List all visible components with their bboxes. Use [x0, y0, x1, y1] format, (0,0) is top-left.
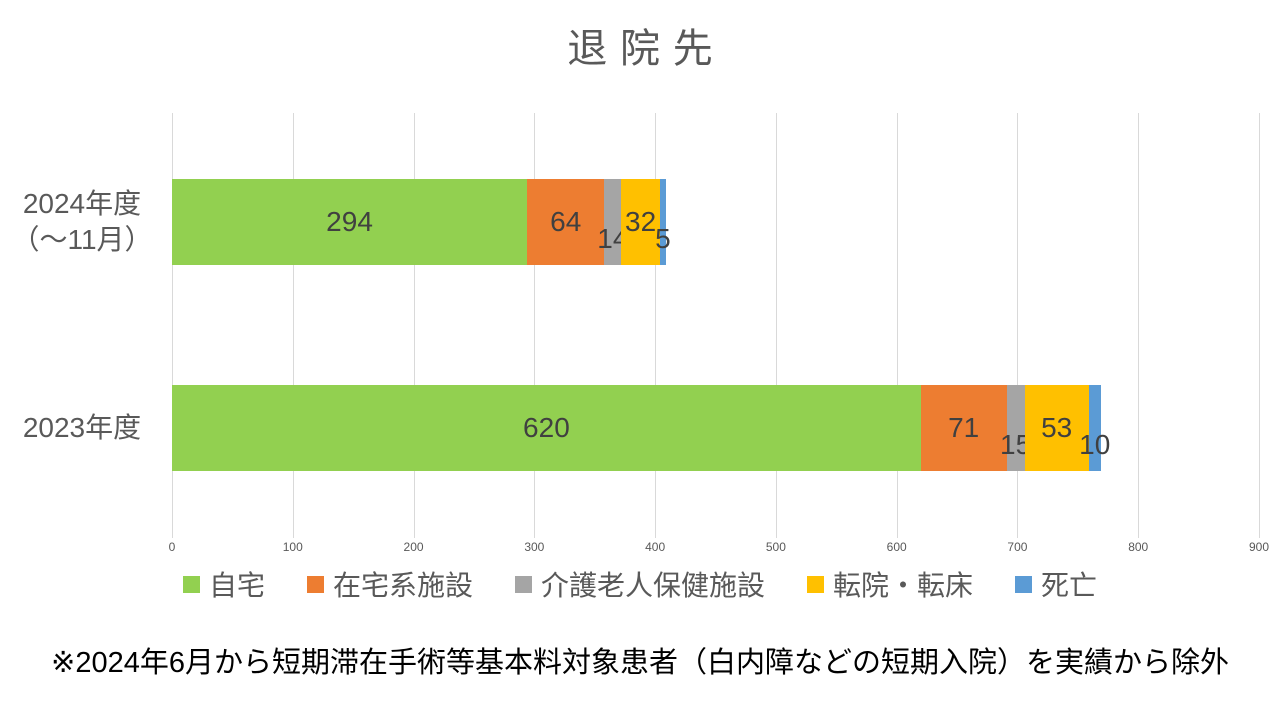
legend-marker-icon	[306, 575, 324, 593]
data-label: 32	[625, 206, 657, 237]
legend-marker-icon	[807, 575, 824, 593]
plot-area: 294 64 14 32 5 620 71 15 53 10	[172, 113, 1260, 530]
gridline-500	[775, 113, 777, 530]
tick-mark	[1259, 530, 1260, 538]
tick-label: 0	[168, 540, 176, 554]
bar-segment	[172, 179, 528, 265]
bar-segment	[621, 179, 660, 265]
legend-label: 転院・転床	[833, 570, 974, 601]
legend-label: 死亡	[1041, 570, 1098, 601]
data-label: 5	[655, 223, 671, 254]
tick-label: 400	[645, 540, 666, 554]
gridline-700	[1017, 113, 1019, 530]
category-label: 2023年度	[0, 410, 164, 446]
data-label: 294	[326, 206, 373, 237]
bar-segment	[659, 179, 666, 265]
bar-segment	[1006, 385, 1025, 471]
gridline-0	[172, 113, 173, 530]
legend: 自宅 在宅系施設 介護老人保健施設 転院・転床 死亡	[0, 563, 1280, 605]
legend-item: 自宅	[182, 564, 265, 604]
legend-item: 死亡	[1015, 564, 1097, 604]
gridline-900	[1259, 113, 1260, 530]
bar-segment	[604, 179, 622, 265]
gridline-100	[292, 113, 294, 530]
legend-item: 転院・転床	[807, 564, 973, 604]
tick-mark	[1138, 530, 1140, 538]
tick-label: 100	[282, 540, 303, 554]
tick-mark	[534, 530, 536, 538]
legend-label: 介護老人保健施設	[540, 570, 765, 601]
legend-label: 在宅系施設	[332, 570, 473, 601]
bar-segment	[172, 385, 921, 471]
legend-marker-icon	[182, 575, 200, 593]
tick-mark	[292, 530, 294, 538]
legend-marker-icon	[1015, 575, 1033, 593]
legend-label: 自宅	[208, 570, 265, 601]
tick-label: 700	[1007, 540, 1028, 554]
data-label: 64	[550, 206, 582, 237]
gridline-300	[534, 113, 536, 530]
tick-mark	[172, 530, 173, 538]
bar-row-2024: 294 64 14 32 5	[172, 179, 1259, 265]
data-label: 71	[948, 412, 980, 443]
gridline-800	[1138, 113, 1140, 530]
data-label: 620	[523, 412, 570, 443]
gridline-200	[413, 113, 415, 530]
bar-segment	[920, 385, 1007, 471]
bar-segment	[1024, 385, 1089, 471]
value-axis: 0 100 200 300 400 500 600 700 800 900	[168, 530, 1269, 560]
category-label-line: 2024年度	[22, 188, 142, 219]
gridline-600	[896, 113, 898, 530]
data-label: 53	[1041, 412, 1073, 443]
category-label-line: 2023年度	[22, 412, 142, 443]
category-label-line: （～11月）	[11, 223, 153, 255]
tick-label: 600	[886, 540, 907, 554]
tick-mark	[1017, 530, 1019, 538]
tick-label: 900	[1248, 540, 1270, 554]
data-label: 10	[1079, 429, 1111, 460]
tick-mark	[775, 530, 777, 538]
legend-item: 介護老人保健施設	[514, 564, 765, 604]
footnote: ※2024年6月から短期滞在手術等基本料対象患者（白内障などの短期入院）を実績か…	[51, 647, 1229, 679]
tick-label: 500	[765, 540, 786, 554]
gridline-400	[655, 113, 657, 530]
bar-segment	[527, 179, 605, 265]
tick-mark	[413, 530, 415, 538]
bar-row-2023: 620 71 15 53 10	[172, 385, 1259, 471]
chart-title: 退院先	[567, 27, 726, 71]
tick-label: 200	[403, 540, 424, 554]
tick-mark	[655, 530, 657, 538]
bar-segment	[1088, 385, 1101, 471]
tick-label: 800	[1128, 540, 1149, 554]
legend-marker-icon	[514, 575, 532, 593]
legend-item: 在宅系施設	[306, 564, 473, 604]
tick-mark	[896, 530, 898, 538]
category-label: 2024年度 （～11月）	[0, 186, 164, 258]
tick-label: 300	[524, 540, 545, 554]
